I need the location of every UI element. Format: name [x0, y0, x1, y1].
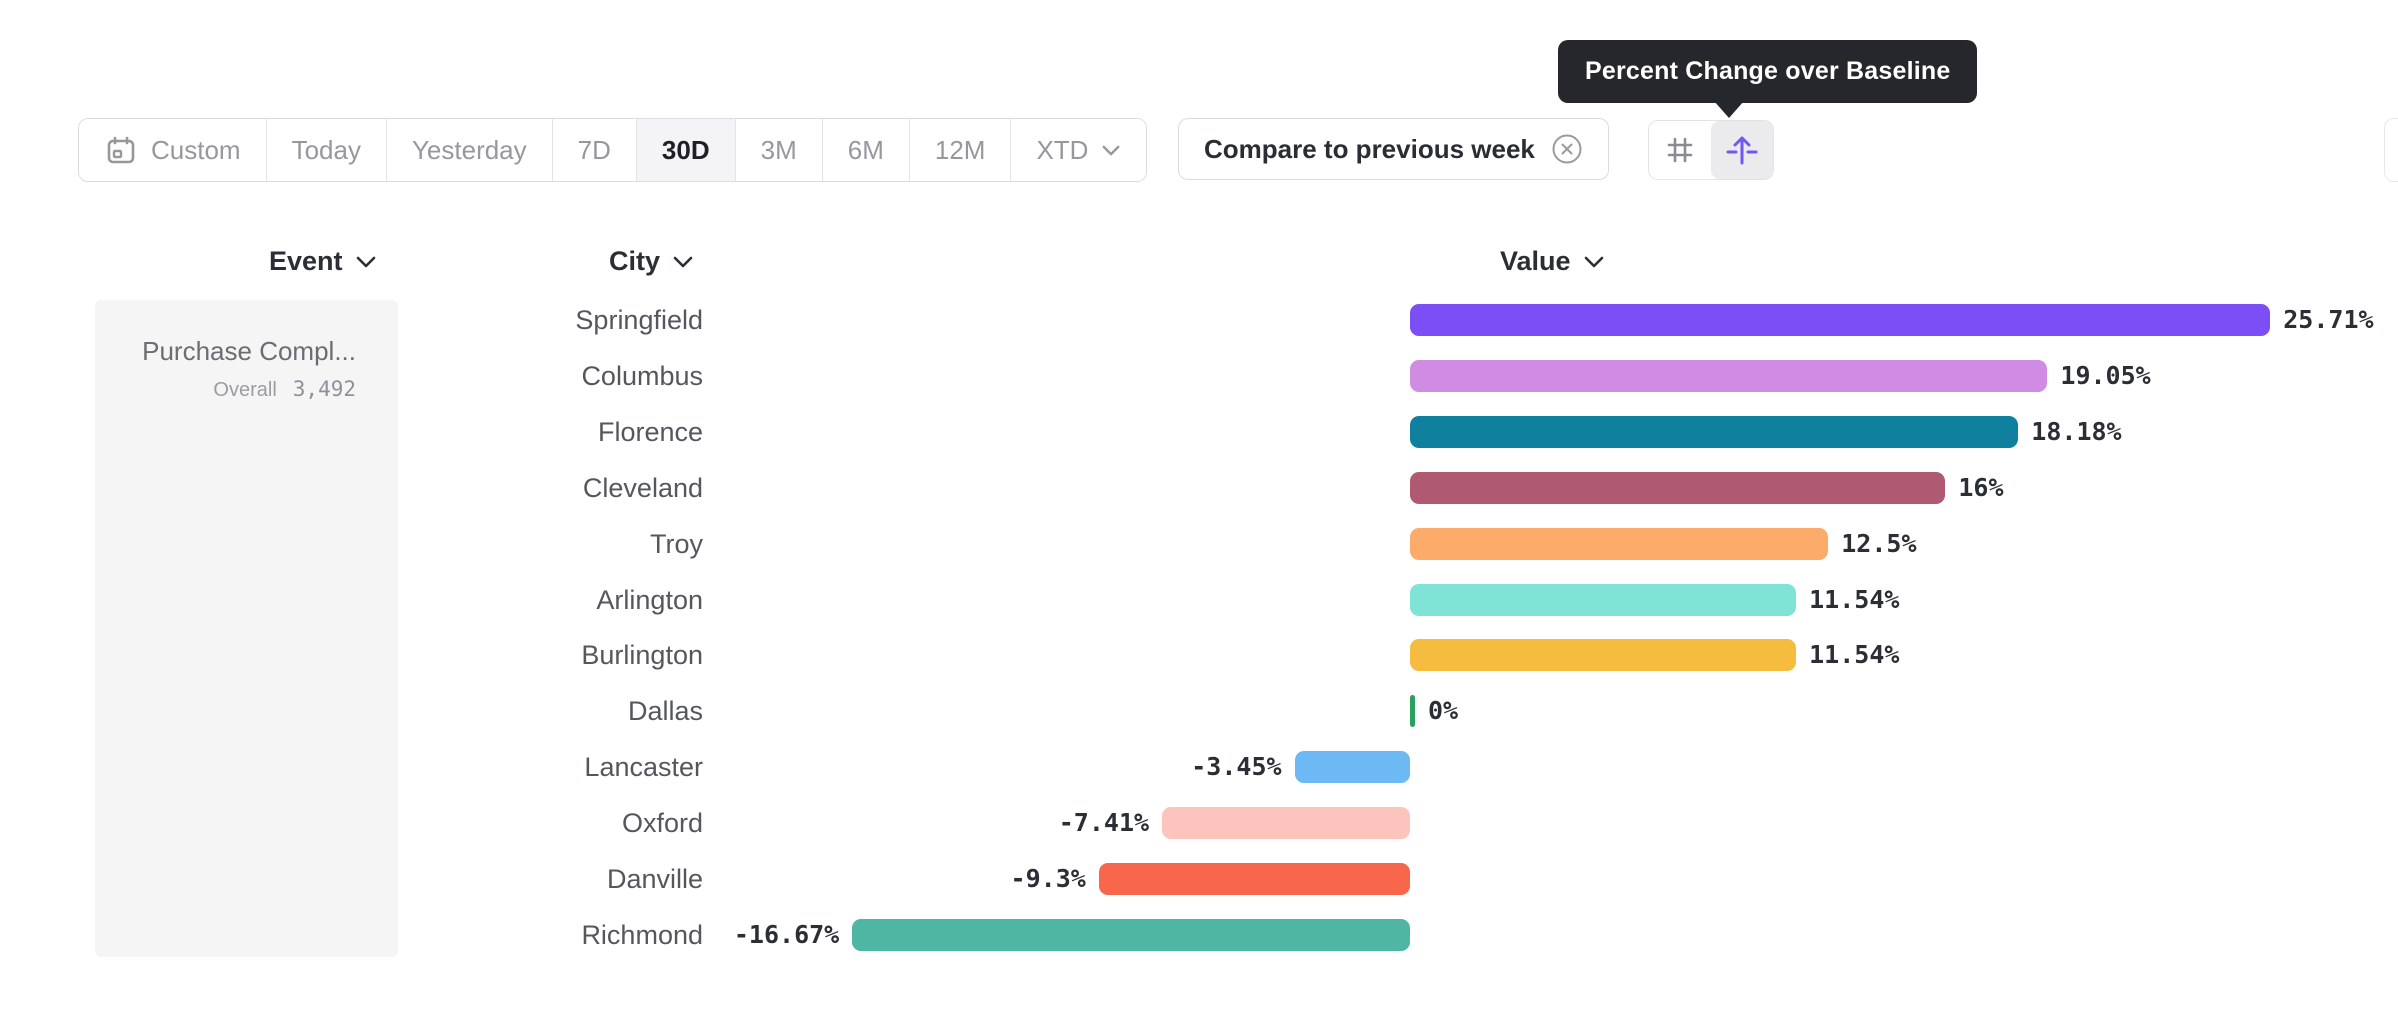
date-range-today[interactable]: Today — [266, 119, 387, 181]
event-panel: Purchase Compl... Overall 3,492 — [95, 300, 398, 957]
column-header-value[interactable]: Value — [1500, 246, 1605, 277]
value-label: 12.5% — [1841, 528, 1917, 558]
bar[interactable] — [852, 918, 1410, 951]
date-range-label: Today — [291, 134, 361, 165]
hash-grid-toggle[interactable] — [1649, 121, 1711, 179]
city-label: Troy — [650, 528, 703, 559]
column-header-city[interactable]: City — [609, 246, 694, 277]
event-name[interactable]: Purchase Compl... — [142, 336, 356, 366]
hash-grid-icon — [1664, 134, 1696, 166]
chevron-down-icon — [355, 255, 377, 269]
overall-label: Overall — [213, 379, 277, 401]
city-label: Dallas — [627, 696, 703, 727]
value-label: 11.54% — [1809, 640, 1900, 670]
value-label: -9.3% — [1010, 864, 1086, 893]
bar[interactable] — [1410, 583, 1797, 616]
city-label: Oxford — [621, 808, 703, 839]
date-range-label: XTD — [1036, 134, 1089, 165]
chevron-down-icon — [1583, 255, 1605, 269]
bar[interactable] — [1294, 751, 1410, 784]
column-header-event[interactable]: Event — [269, 246, 377, 277]
city-label: Danville — [606, 864, 703, 894]
bar[interactable] — [1162, 807, 1410, 840]
bar[interactable] — [1410, 359, 2048, 392]
date-range-7d[interactable]: 7D — [552, 119, 637, 181]
date-range-yesterday[interactable]: Yesterday — [386, 119, 553, 181]
date-range-label: 7D — [577, 134, 611, 165]
city-label: Lancaster — [584, 752, 703, 783]
date-range-label: 30D — [661, 134, 710, 165]
overall-value: 3,492 — [292, 377, 356, 401]
bar[interactable] — [1098, 863, 1410, 895]
partial-right-button[interactable] — [2384, 118, 2398, 182]
compare-pill[interactable]: Compare to previous week — [1178, 118, 1609, 180]
value-header-label: Value — [1500, 246, 1571, 276]
value-label: 19.05% — [2060, 360, 2151, 390]
value-label: -7.41% — [1058, 808, 1150, 838]
date-range-3m[interactable]: 3M — [735, 119, 823, 181]
bar[interactable] — [1410, 471, 1946, 504]
chevron-down-icon — [1101, 144, 1121, 157]
bar[interactable] — [1410, 639, 1797, 672]
date-range-xtd[interactable]: XTD — [1011, 119, 1147, 181]
x-circle-icon[interactable] — [1551, 133, 1583, 165]
date-range-group: Custom Today Yesterday 7D 30D 3M 6M 12M XTD — [78, 118, 1148, 182]
date-range-6m[interactable]: 6M — [822, 119, 910, 181]
chevron-down-icon — [672, 255, 694, 269]
value-label: -16.67% — [733, 919, 840, 949]
city-label: Burlington — [581, 640, 703, 671]
city-label: Richmond — [581, 919, 703, 950]
date-range-label: 6M — [847, 134, 884, 165]
value-label: 25.71% — [2283, 305, 2374, 334]
event-header-label: Event — [269, 246, 343, 276]
compare-label: Compare to previous week — [1204, 133, 1535, 164]
date-range-custom[interactable]: Custom — [79, 119, 267, 181]
value-label: -3.45% — [1191, 752, 1282, 782]
baseline-arrow-icon — [1725, 133, 1759, 167]
event-overall-row: Overall 3,492 — [95, 377, 356, 402]
city-header-label: City — [609, 246, 661, 276]
tooltip-text: Percent Change over Baseline — [1585, 57, 1951, 85]
value-label: 0% — [1428, 696, 1459, 726]
tooltip: Percent Change over Baseline — [1558, 40, 1978, 103]
city-label: Arlington — [596, 584, 703, 615]
bar[interactable] — [1410, 304, 2271, 336]
bar[interactable] — [1410, 527, 1829, 560]
date-range-label: 3M — [760, 134, 797, 165]
bar[interactable] — [1410, 415, 2019, 448]
city-label: Columbus — [581, 360, 703, 391]
date-range-label: Yesterday — [411, 134, 527, 165]
date-range-30d[interactable]: 30D — [636, 119, 736, 181]
date-range-12m[interactable]: 12M — [909, 119, 1012, 181]
value-label: 11.54% — [1809, 584, 1900, 614]
date-range-label: Custom — [151, 134, 241, 165]
calendar-icon — [104, 133, 138, 167]
view-toggle-group — [1648, 120, 1774, 180]
tooltip-arrow — [1714, 101, 1744, 118]
city-label: Cleveland — [582, 472, 703, 503]
city-label: Springfield — [575, 305, 703, 335]
date-range-label: 12M — [934, 134, 986, 165]
bar[interactable] — [1410, 695, 1415, 728]
baseline-arrow-toggle[interactable] — [1711, 121, 1773, 179]
value-label: 16% — [1958, 472, 2004, 502]
city-label: Florence — [597, 416, 703, 447]
value-label: 18.18% — [2031, 416, 2122, 446]
